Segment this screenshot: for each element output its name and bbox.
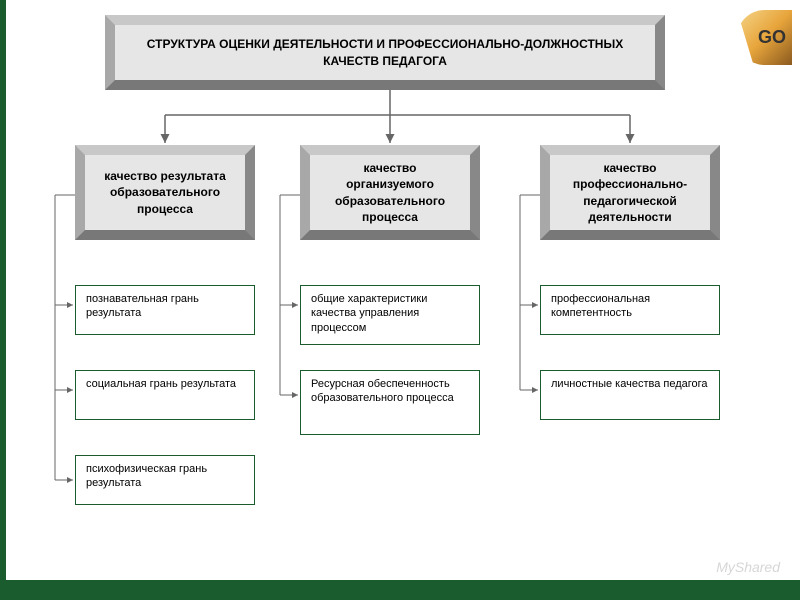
category-box-0: качество результата образовательного про… <box>75 145 255 240</box>
item-box-0-0: познавательная грань результата <box>75 285 255 335</box>
main-title-text: СТРУКТУРА ОЦЕНКИ ДЕЯТЕЛЬНОСТИ И ПРОФЕССИ… <box>125 36 645 68</box>
item-text-0-0: познавательная грань результата <box>86 292 244 321</box>
item-box-0-1: социальная грань результата <box>75 370 255 420</box>
category-label-2: качество профессионально-педагогической … <box>560 160 700 225</box>
item-box-1-1: Ресурсная обеспеченность образовательног… <box>300 370 480 435</box>
logo-text: GO <box>758 27 786 48</box>
item-text-1-1: Ресурсная обеспеченность образовательног… <box>311 377 469 406</box>
watermark-text: MyShared <box>716 559 780 575</box>
item-box-0-2: психофизическая грань результата <box>75 455 255 505</box>
main-title-box: СТРУКТУРА ОЦЕНКИ ДЕЯТЕЛЬНОСТИ И ПРОФЕССИ… <box>105 15 665 90</box>
item-text-0-2: психофизическая грань результата <box>86 462 244 491</box>
item-text-1-0: общие характеристики качества управления… <box>311 292 469 335</box>
category-box-2: качество профессионально-педагогической … <box>540 145 720 240</box>
category-box-1: качество организуемого образовательного … <box>300 145 480 240</box>
item-text-2-1: личностные качества педагога <box>551 377 708 391</box>
item-text-2-0: профессиональная компетентность <box>551 292 709 321</box>
category-label-0: качество результата образовательного про… <box>95 168 235 217</box>
item-box-2-1: личностные качества педагога <box>540 370 720 420</box>
category-label-1: качество организуемого образовательного … <box>320 160 460 225</box>
watermark: MyShared <box>716 559 780 575</box>
item-text-0-1: социальная грань результата <box>86 377 236 391</box>
item-box-2-0: профессиональная компетентность <box>540 285 720 335</box>
item-box-1-0: общие характеристики качества управления… <box>300 285 480 345</box>
